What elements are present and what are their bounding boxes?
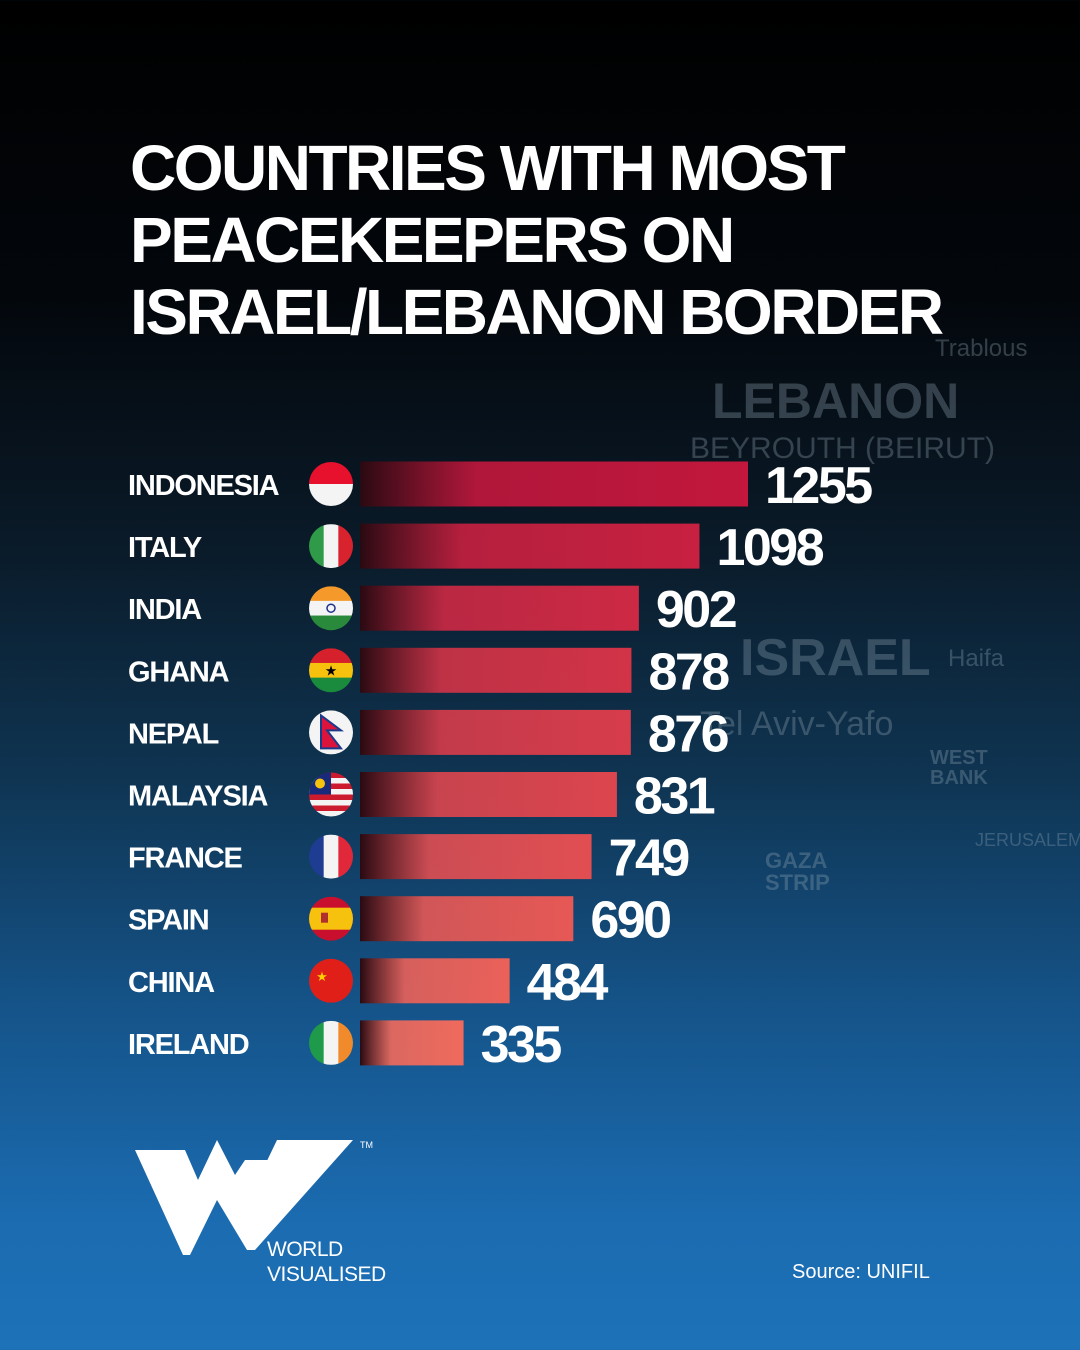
- value-label: 335: [481, 1016, 562, 1074]
- bar: [360, 896, 574, 942]
- bar: [360, 709, 631, 755]
- category-label: MALAYSIA: [128, 781, 268, 813]
- indonesia-flag-icon: [309, 462, 353, 506]
- bar: [360, 461, 748, 507]
- category-label: FRANCE: [128, 843, 242, 875]
- trademark: TM: [360, 1140, 373, 1150]
- bar: [360, 834, 592, 880]
- svg-text:★: ★: [325, 662, 338, 678]
- bar: [360, 1020, 464, 1066]
- india-flag-icon: [309, 586, 353, 631]
- title-line: PEACEKEEPERS ON: [130, 204, 735, 276]
- category-label: SPAIN: [128, 905, 208, 937]
- value-label: 690: [590, 892, 670, 950]
- brand-line: VISUALISED: [267, 1263, 386, 1286]
- value-label: 876: [648, 705, 729, 763]
- china-flag-icon: ★: [309, 958, 353, 1003]
- category-label: IRELAND: [128, 1029, 249, 1061]
- world-visualised-logo: TM: [135, 1140, 373, 1255]
- category-label: ITALY: [128, 532, 202, 564]
- source-note: Source: UNIFIL: [792, 1261, 930, 1283]
- map-label: WEST BANK: [930, 747, 988, 789]
- category-label: NEPAL: [128, 718, 219, 750]
- bar: [360, 523, 700, 569]
- value-label: 1098: [716, 519, 823, 577]
- brand-line: WORLD: [267, 1238, 343, 1261]
- brand-name: WORLD VISUALISED: [267, 1237, 386, 1287]
- map-label: LEBANON: [712, 373, 960, 429]
- map-label: Haifa: [948, 645, 1005, 672]
- map-label: BEYROUTH (BEIRUT): [690, 432, 996, 465]
- category-label: GHANA: [128, 656, 230, 688]
- map-label: Tel Aviv-Yafo: [700, 705, 894, 743]
- ireland-flag-icon: [309, 1020, 353, 1065]
- value-label: 1255: [765, 457, 872, 515]
- value-label: 902: [656, 581, 736, 639]
- map-label: Trablous: [935, 335, 1028, 362]
- france-flag-icon: [309, 834, 353, 879]
- bar: [360, 772, 617, 817]
- title-line: ISRAEL/LEBANON BORDER: [130, 276, 944, 348]
- spain-flag-icon: [309, 896, 353, 941]
- bar: [360, 585, 639, 631]
- map-label: GAZA STRIP: [765, 848, 830, 895]
- category-label: INDONESIA: [128, 470, 280, 502]
- bar: [360, 647, 632, 693]
- value-label: 484: [527, 954, 609, 1012]
- svg-text:★: ★: [316, 969, 328, 984]
- bar: [360, 958, 510, 1004]
- map-label: JERUSALEM: [975, 830, 1080, 850]
- value-label: 878: [648, 643, 729, 701]
- nepal-flag-icon: [309, 710, 353, 755]
- title-line: COUNTRIES WITH MOST: [130, 132, 846, 204]
- category-label: INDIA: [128, 594, 202, 626]
- category-label: CHINA: [128, 967, 215, 999]
- ghana-flag-icon: ★: [309, 648, 353, 693]
- page-title: COUNTRIES WITH MOST PEACEKEEPERS ON ISRA…: [130, 132, 1030, 348]
- malaysia-flag-icon: [309, 772, 353, 817]
- map-label: ISRAEL: [740, 629, 931, 687]
- value-label: 749: [609, 830, 689, 888]
- value-label: 831: [634, 768, 715, 826]
- italy-flag-icon: [309, 524, 353, 569]
